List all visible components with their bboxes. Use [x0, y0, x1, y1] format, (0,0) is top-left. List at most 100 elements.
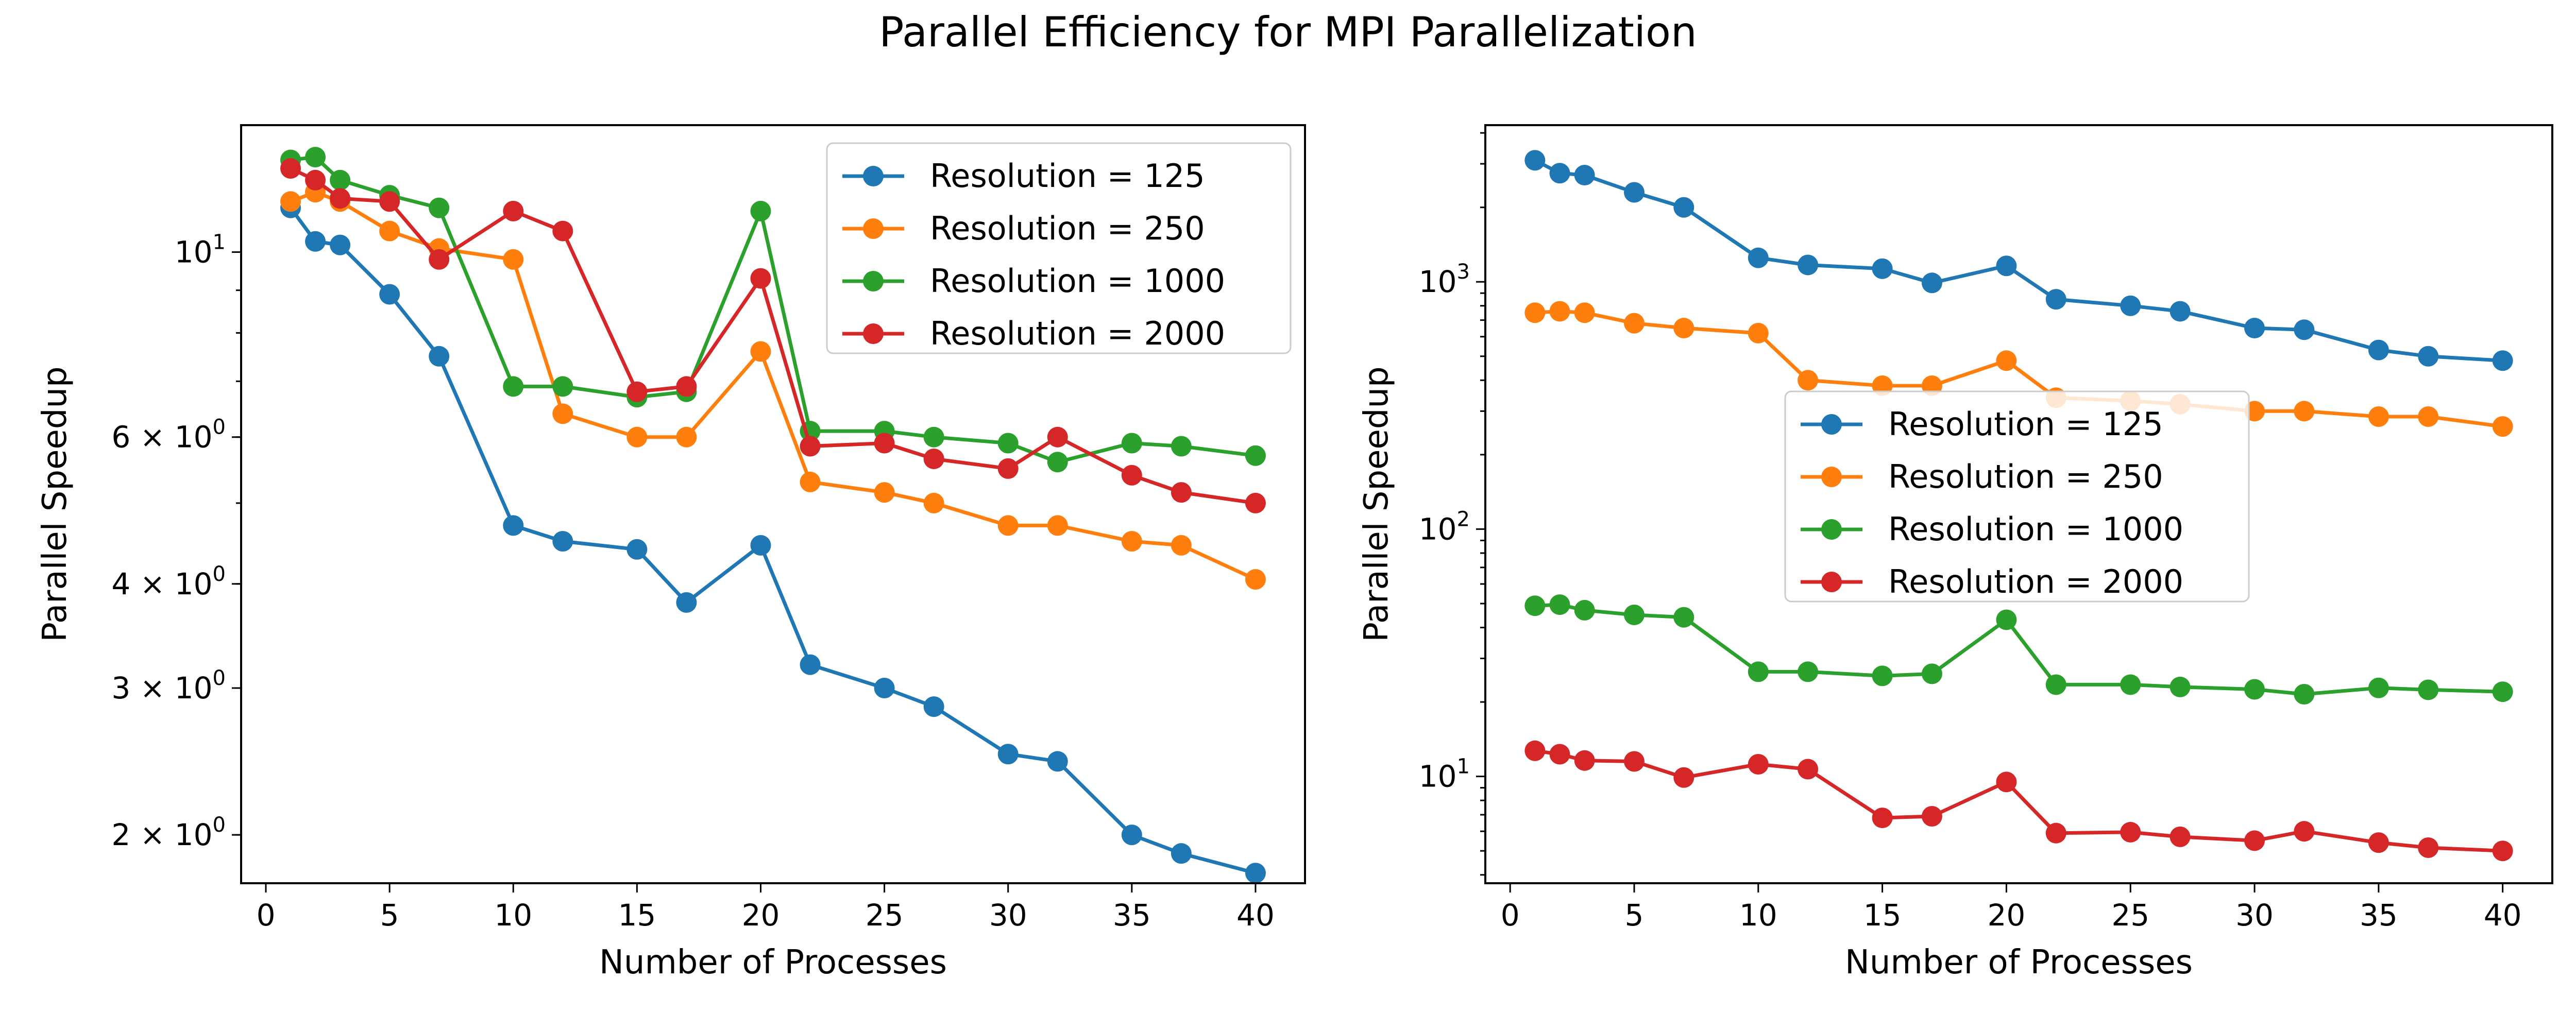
data-point — [2045, 289, 2066, 310]
data-point — [2170, 301, 2191, 322]
data-point — [626, 426, 648, 448]
data-point — [1996, 609, 2017, 630]
data-point — [330, 169, 351, 191]
data-point — [997, 433, 1019, 454]
data-point — [2418, 406, 2439, 427]
data-point — [1673, 318, 1694, 339]
data-point — [1171, 482, 1192, 503]
x-tick-label: 10 — [1739, 898, 1777, 933]
data-point — [1921, 272, 1942, 294]
data-point — [2170, 676, 2191, 697]
x-tick-label: 40 — [1236, 898, 1275, 933]
legend-label: Resolution = 2000 — [930, 315, 1225, 352]
data-point — [1121, 433, 1142, 454]
x-tick-label: 20 — [742, 898, 780, 933]
data-point — [1245, 863, 1266, 884]
data-point — [923, 492, 944, 513]
legend-swatch-marker — [1821, 519, 1842, 540]
data-point — [2418, 346, 2439, 367]
data-point — [1623, 313, 1645, 334]
data-point — [997, 458, 1019, 479]
data-point — [750, 268, 771, 289]
data-point — [1047, 515, 1068, 536]
data-point — [923, 448, 944, 469]
x-tick-label: 30 — [989, 898, 1027, 933]
data-point — [1549, 594, 1570, 615]
data-point — [1574, 750, 1595, 771]
figure-title: Parallel Efficiency for MPI Parallelizat… — [879, 8, 1697, 56]
x-tick-label: 0 — [257, 898, 276, 933]
y-axis-label: Parallel Speedup — [36, 366, 74, 642]
data-point — [1673, 197, 1694, 218]
data-point — [280, 158, 301, 179]
plot-frame — [240, 124, 1306, 884]
data-point — [2294, 401, 2315, 422]
data-point — [1549, 301, 1570, 322]
data-point — [2294, 683, 2315, 705]
data-point — [2492, 681, 2513, 702]
legend-swatch-marker — [1821, 572, 1842, 592]
data-point — [1047, 426, 1068, 448]
data-point — [874, 678, 895, 699]
data-point — [1872, 258, 1893, 279]
data-point — [2492, 840, 2513, 862]
data-point — [305, 147, 326, 168]
legend-swatch-marker — [863, 218, 884, 239]
x-tick-label: 30 — [2235, 898, 2274, 933]
y-tick-label: 4 × 100 — [111, 562, 226, 602]
data-point — [676, 376, 697, 397]
data-point — [1798, 254, 1819, 276]
data-point — [2045, 822, 2066, 844]
legend-swatch-marker — [1821, 414, 1842, 435]
data-point — [626, 381, 648, 402]
data-point — [552, 376, 573, 397]
data-point — [800, 654, 821, 675]
data-point — [330, 188, 351, 209]
data-point — [1524, 740, 1546, 761]
y-tick-label: 103 — [1419, 260, 1470, 299]
data-point — [2294, 319, 2315, 340]
data-point — [1047, 751, 1068, 772]
data-point — [1623, 604, 1645, 625]
data-point — [2120, 295, 2141, 316]
data-point — [1921, 806, 1942, 827]
data-point — [1171, 843, 1192, 864]
data-point — [1121, 825, 1142, 846]
data-point — [1996, 771, 2017, 793]
data-point — [1549, 744, 1570, 765]
data-point — [800, 436, 821, 457]
data-point — [1748, 661, 1769, 682]
x-axis-label: Number of Processes — [1845, 943, 2193, 982]
data-point — [676, 426, 697, 448]
x-tick-label: 40 — [2484, 898, 2522, 933]
data-point — [923, 696, 944, 717]
data-point — [2368, 677, 2389, 698]
data-point — [1047, 452, 1068, 473]
data-point — [1673, 767, 1694, 788]
data-point — [874, 482, 895, 503]
data-point — [1524, 302, 1546, 323]
data-point — [503, 200, 524, 221]
data-point — [552, 220, 573, 242]
data-point — [1996, 350, 2017, 371]
x-tick-label: 15 — [618, 898, 656, 933]
legend-swatch-marker — [863, 166, 884, 186]
legend-label: Resolution = 250 — [930, 210, 1205, 247]
x-tick-label: 5 — [380, 898, 399, 933]
data-point — [1171, 535, 1192, 556]
data-point — [2244, 679, 2265, 700]
right-chart-panel: 101 102 103 0 5 10 15 20 25 30 35 40 Number of Proce… — [1358, 124, 2553, 982]
legend: Resolution = 125 Resolution = 250 Resoluti… — [826, 142, 1292, 354]
x-tick-label: 5 — [1625, 898, 1644, 933]
y-tick-label: 102 — [1419, 507, 1470, 546]
data-point — [2418, 837, 2439, 859]
data-point — [1574, 599, 1595, 621]
data-point — [923, 426, 944, 448]
data-point — [503, 376, 524, 397]
data-point — [2244, 318, 2265, 339]
legend-label: Resolution = 125 — [1888, 405, 2163, 443]
data-point — [429, 197, 450, 218]
legend-label: Resolution = 250 — [1888, 458, 2163, 495]
data-point — [626, 539, 648, 560]
